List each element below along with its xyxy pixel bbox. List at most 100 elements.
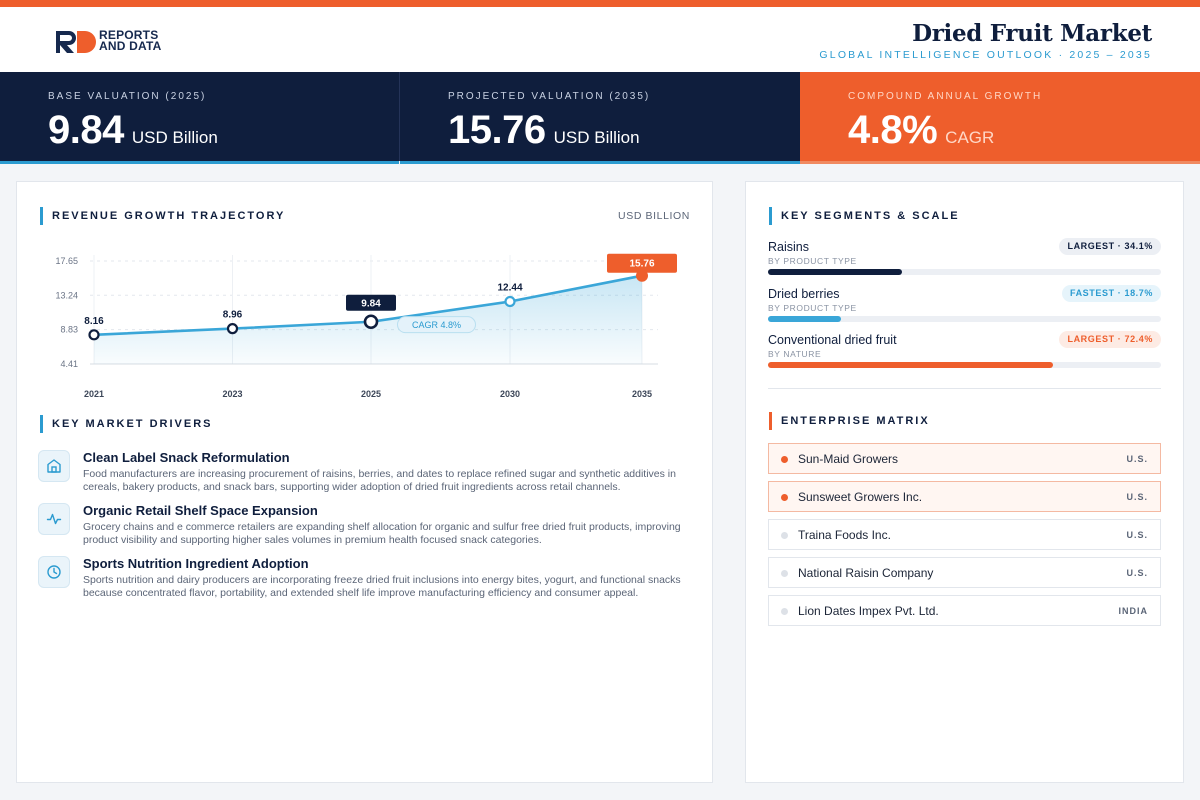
driver-text: Food manufacturers are increasing procur… xyxy=(83,468,676,493)
segment-category: BY NATURE xyxy=(768,349,822,359)
kpi-unit: USD Billion xyxy=(553,128,640,147)
brand-line-2: AND DATA xyxy=(99,39,162,53)
data-point xyxy=(504,295,516,308)
kpi-projected-valuation: PROJECTED VALUATION (2035) 15.76 USD Bill… xyxy=(400,72,800,164)
enterprise-name: Sunsweet Growers Inc. xyxy=(798,490,923,504)
drivers-section-title: KEY MARKET DRIVERS xyxy=(40,415,212,433)
data-point xyxy=(636,269,648,282)
kpi-value: 15.76 xyxy=(448,108,546,152)
enterprise-row[interactable]: Sunsweet Growers Inc. U.S. xyxy=(768,481,1161,512)
value-label: 8.16 xyxy=(84,316,104,327)
segment-bar-fill xyxy=(768,316,842,322)
driver-item: Sports Nutrition Ingredient Adoption Spo… xyxy=(38,556,698,609)
status-dot xyxy=(781,494,788,501)
segments-section-title: KEY SEGMENTS & SCALE xyxy=(769,207,960,225)
page-header: REPORTS AND DATA Dried Fruit Market GLOB… xyxy=(0,7,1200,72)
segment-dried-berries: Dried berries BY PRODUCT TYPE FASTEST · … xyxy=(768,285,1161,329)
value-label-bg xyxy=(607,253,677,273)
driver-heading: Clean Label Snack Reformulation xyxy=(83,450,290,465)
driver-heading: Sports Nutrition Ingredient Adoption xyxy=(83,556,309,571)
enterprise-section-title: ENTERPRISE MATRIX xyxy=(769,412,930,430)
enterprise-name: National Raisin Company xyxy=(798,566,934,580)
enterprise-row[interactable]: National Raisin Company U.S. xyxy=(768,557,1161,588)
driver-text: Grocery chains and e commerce retailers … xyxy=(83,521,681,546)
kpi-base-valuation: BASE VALUATION (2025) 9.84 USD Billion xyxy=(0,72,399,164)
segment-bar-track xyxy=(768,316,1161,322)
data-point xyxy=(226,323,239,335)
enterprise-row[interactable]: Lion Dates Impex Pvt. Ltd. INDIA xyxy=(768,595,1161,626)
x-tick-label: 2021 xyxy=(84,389,104,399)
segment-badge: FASTEST · 18.7% xyxy=(1061,285,1161,302)
drivers-list: Clean Label Snack Reformulation Food man… xyxy=(38,450,698,609)
value-label: 15.76 xyxy=(629,259,654,270)
clock-icon xyxy=(38,556,70,588)
data-point xyxy=(363,314,379,330)
x-tick-label: 2025 xyxy=(361,389,381,399)
x-tick-label: 2023 xyxy=(222,389,242,399)
segment-raisins: Raisins BY PRODUCT TYPE LARGEST · 34.1% xyxy=(768,238,1161,282)
enterprise-name: Traina Foods Inc. xyxy=(798,528,891,542)
value-label: 12.44 xyxy=(497,283,522,294)
kpi-divider xyxy=(399,72,400,161)
cagr-pill xyxy=(397,316,476,334)
brand-line-1: REPORTS xyxy=(99,28,159,42)
y-tick-label: 17.65 xyxy=(55,256,78,266)
value-label: 9.84 xyxy=(361,298,381,309)
revenue-section-title: REVENUE GROWTH TRAJECTORY xyxy=(40,207,285,225)
x-tick-label: 2030 xyxy=(500,389,520,399)
revenue-chart: 17.65 13.24 8.83 4.41 2021 2023 2025 2030 2035 CA… xyxy=(55,253,677,399)
y-tick-label: 4.41 xyxy=(60,359,78,369)
kpi-label: COMPOUND ANNUAL GROWTH xyxy=(848,91,1043,102)
enterprise-country: U.S. xyxy=(1126,454,1148,464)
status-dot xyxy=(781,608,788,615)
segment-bar-fill xyxy=(768,269,902,275)
kpi-value: 9.84 xyxy=(48,108,124,152)
kpi-unit: USD Billion xyxy=(131,128,218,147)
pulse-icon xyxy=(38,503,70,535)
page-title: Dried Fruit Market xyxy=(912,20,1152,47)
status-dot xyxy=(781,570,788,577)
brand-logo[interactable]: REPORTS AND DATA xyxy=(55,28,161,54)
segment-name: Conventional dried fruit xyxy=(768,333,897,347)
enterprise-country: U.S. xyxy=(1126,530,1148,540)
driver-item: Clean Label Snack Reformulation Food man… xyxy=(38,450,698,503)
segment-badge: LARGEST · 34.1% xyxy=(1059,238,1161,255)
segment-category: BY PRODUCT TYPE xyxy=(768,256,857,266)
cagr-label: CAGR 4.8% xyxy=(412,320,461,330)
kpi-unit: CAGR xyxy=(945,128,995,147)
data-point xyxy=(88,329,100,341)
enterprise-name: Lion Dates Impex Pvt. Ltd. xyxy=(798,604,939,618)
left-panel: REVENUE GROWTH TRAJECTORY USD BILLION KE… xyxy=(16,181,713,783)
chart-unit-label: USD BILLION xyxy=(618,210,690,222)
storefront-icon xyxy=(38,450,70,482)
segment-category: BY PRODUCT TYPE xyxy=(768,303,857,313)
kpi-label: BASE VALUATION (2025) xyxy=(48,91,207,102)
driver-text: Sports nutrition and dairy producers are… xyxy=(83,574,681,599)
enterprise-country: INDIA xyxy=(1118,606,1148,616)
area-fill xyxy=(94,275,642,364)
enterprise-name: Sun-Maid Growers xyxy=(798,452,899,466)
logo-mark-icon xyxy=(55,29,97,53)
segment-bar-track xyxy=(768,269,1161,275)
kpi-value: 4.8% xyxy=(848,108,938,152)
segment-badge: LARGEST · 72.4% xyxy=(1059,331,1161,348)
enterprise-row[interactable]: Sun-Maid Growers U.S. xyxy=(768,443,1161,474)
status-dot xyxy=(781,456,788,463)
segment-conventional-dried-fruit: Conventional dried fruit BY NATURE LARGE… xyxy=(768,331,1161,375)
driver-heading: Organic Retail Shelf Space Expansion xyxy=(83,503,318,518)
enterprise-country: U.S. xyxy=(1126,492,1148,502)
page-subtitle: GLOBAL INTELLIGENCE OUTLOOK · 2025 – 203… xyxy=(819,49,1152,61)
enterprise-row[interactable]: Traina Foods Inc. U.S. xyxy=(768,519,1161,550)
y-tick-label: 8.83 xyxy=(60,325,78,335)
driver-item: Organic Retail Shelf Space Expansion Gro… xyxy=(38,503,698,556)
segment-bar-fill xyxy=(768,362,1053,368)
kpi-label: PROJECTED VALUATION (2035) xyxy=(448,91,651,102)
y-tick-label: 13.24 xyxy=(55,290,78,300)
segment-divider xyxy=(768,388,1161,389)
segment-bar-track xyxy=(768,362,1161,368)
segment-name: Raisins xyxy=(768,240,809,254)
value-label: 8.96 xyxy=(223,310,243,321)
segment-name: Dried berries xyxy=(768,287,840,301)
top-accent-bar xyxy=(0,0,1200,7)
x-tick-label: 2035 xyxy=(632,389,652,399)
